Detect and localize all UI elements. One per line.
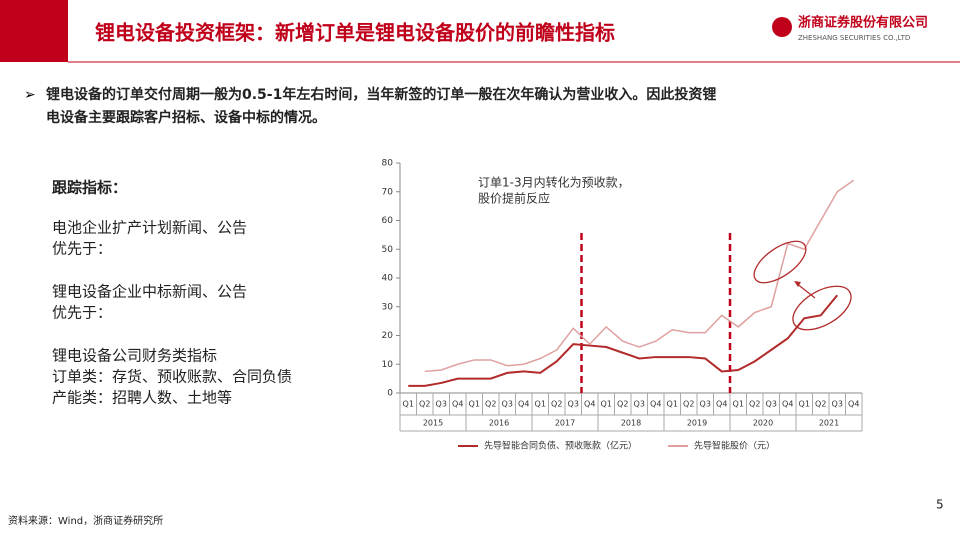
x-tick-label: Q3 (436, 400, 447, 409)
x-tick-label: Q4 (650, 400, 661, 409)
x-group-label: 2019 (687, 419, 707, 428)
left-text: 产能类：招聘人数、土地等 (52, 389, 232, 407)
bullet-text: 电设备主要跟踪客户招标、设备中标的情况。 (46, 109, 326, 126)
x-tick-label: Q1 (535, 400, 546, 409)
x-tick-label: Q2 (749, 400, 760, 409)
left-text: 优先于： (52, 304, 112, 322)
y-tick-label: 70 (382, 187, 394, 197)
x-tick-label: Q4 (848, 400, 859, 409)
x-group-label: 2016 (489, 419, 509, 428)
highlight-ellipse (753, 240, 807, 284)
logo-text: 浙商证券股份有限公司 (798, 15, 928, 31)
annotation: 股价提前反应 (478, 191, 550, 206)
y-tick-label: 40 (382, 274, 394, 284)
x-group-label: 2020 (753, 419, 773, 428)
bullet-text: 锂电设备的订单交付周期一般为0.5-1年左右时间，当年新签的订单一般在次年确认为… (46, 86, 716, 103)
annotation: 订单1-3月内转化为预收款， (478, 175, 630, 190)
x-tick-label: Q1 (667, 400, 678, 409)
legend-label: 先导智能股价（元） (694, 440, 775, 452)
series-line (408, 294, 839, 387)
x-group-label: 2018 (621, 419, 641, 428)
x-tick-label: Q4 (716, 400, 727, 409)
x-group-label: 2017 (555, 419, 575, 428)
x-tick-label: Q3 (766, 400, 777, 409)
x-tick-label: Q1 (799, 400, 810, 409)
x-tick-label: Q3 (634, 400, 645, 409)
x-tick-label: Q2 (683, 400, 694, 409)
x-tick-label: Q3 (832, 400, 843, 409)
left-text: 订单类：存货、预收账款、合同负债 (52, 368, 292, 386)
y-tick-label: 10 (382, 360, 394, 370)
x-tick-label: Q3 (502, 400, 513, 409)
left-text: 锂电设备企业中标新闻、公告 (52, 283, 247, 301)
x-tick-label: Q2 (419, 400, 430, 409)
x-tick-label: Q1 (469, 400, 480, 409)
x-tick-label: Q2 (617, 400, 628, 409)
x-tick-label: Q3 (568, 400, 579, 409)
left-heading: 跟踪指标： (52, 179, 127, 197)
x-group-label: 2021 (819, 419, 839, 428)
corner-block (0, 0, 68, 62)
x-tick-label: Q4 (782, 400, 793, 409)
y-tick-label: 60 (382, 216, 394, 226)
x-tick-label: Q2 (551, 400, 562, 409)
y-tick-label: 80 (382, 159, 394, 169)
x-tick-label: Q4 (518, 400, 529, 409)
x-tick-label: Q1 (403, 400, 414, 409)
arrow (795, 282, 816, 299)
y-tick-label: 30 (382, 302, 394, 312)
y-tick-label: 50 (382, 245, 394, 255)
left-text: 优先于： (52, 240, 112, 258)
x-tick-label: Q1 (733, 400, 744, 409)
x-group-label: 2015 (423, 419, 443, 428)
logo-text-en: ZHESHANG SECURITIES CO.,LTD (798, 34, 910, 42)
series-line (424, 179, 855, 373)
left-text: 电池企业扩产计划新闻、公告 (52, 219, 247, 237)
logo-mark (772, 17, 792, 37)
bullet-mark: ➢ (24, 87, 36, 103)
x-tick-label: Q2 (815, 400, 826, 409)
legend-label: 先导智能合同负债、预收账款（亿元） (484, 440, 637, 452)
x-tick-label: Q2 (485, 400, 496, 409)
y-tick-label: 20 (382, 331, 394, 341)
plot: 0 10 20 30 40 50 60 70 80 Q1 Q2 Q3 Q4 Q1 Q2 Q3 Q4 Q1 Q2 Q3 Q… (382, 159, 863, 452)
arrow-head (794, 281, 801, 287)
highlight-ellipse (792, 285, 852, 331)
x-tick-label: Q4 (584, 400, 595, 409)
slide-title: 锂电设备投资框架：新增订单是锂电设备股价的前瞻性指标 (95, 21, 615, 45)
left-text: 锂电设备公司财务类指标 (52, 347, 217, 365)
x-tick-label: Q1 (601, 400, 612, 409)
x-tick-label: Q3 (700, 400, 711, 409)
source: 资料来源：Wind，浙商证券研究所 (8, 514, 163, 527)
x-tick-label: Q4 (452, 400, 463, 409)
page-number: 5 (936, 498, 944, 512)
y-tick-label: 0 (387, 389, 393, 399)
